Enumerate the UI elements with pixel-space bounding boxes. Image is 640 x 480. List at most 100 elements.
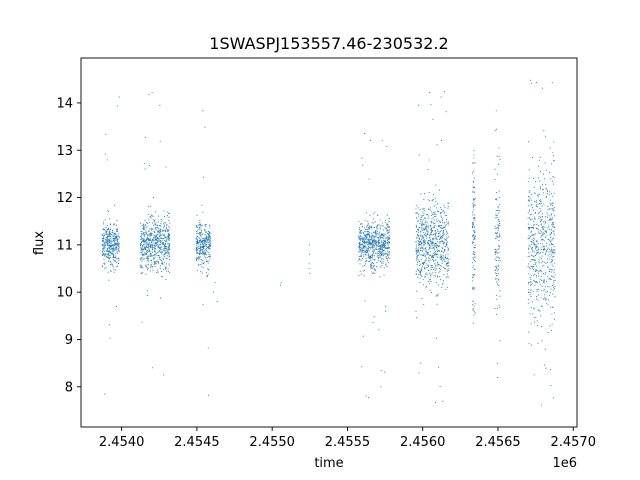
data-point [424, 217, 427, 219]
data-point [546, 303, 548, 305]
data-point [529, 237, 531, 239]
data-point [528, 227, 530, 229]
data-point [428, 191, 430, 193]
data-point [494, 237, 497, 239]
data-point [362, 242, 364, 244]
data-point [358, 239, 361, 241]
data-point [204, 126, 206, 128]
data-point [548, 294, 551, 296]
data-point [429, 233, 432, 235]
data-point [445, 234, 447, 236]
data-point [441, 228, 443, 230]
data-point [165, 236, 167, 238]
data-point [165, 278, 167, 281]
data-point [423, 253, 425, 255]
data-point [434, 245, 436, 247]
data-point [434, 263, 436, 265]
data-point [147, 247, 149, 249]
data-point [117, 265, 119, 267]
data-point [440, 237, 442, 240]
data-point [206, 240, 208, 242]
data-point [102, 248, 104, 250]
data-point [428, 244, 430, 247]
data-point [365, 247, 367, 249]
data-point [152, 251, 154, 253]
data-point [532, 249, 534, 251]
data-point [145, 265, 147, 267]
data-point [108, 257, 110, 259]
data-point [539, 310, 541, 312]
data-point [472, 241, 474, 243]
data-point [164, 234, 166, 236]
data-point [199, 250, 201, 252]
data-point [415, 247, 417, 250]
data-point [472, 252, 474, 254]
data-point [421, 228, 423, 230]
data-point [421, 225, 423, 227]
data-point [473, 226, 476, 228]
data-point [443, 266, 445, 268]
data-point [426, 251, 429, 253]
data-point [113, 260, 115, 262]
data-point [433, 222, 435, 224]
data-point [440, 241, 442, 243]
data-point [542, 279, 544, 281]
data-point [361, 254, 363, 256]
data-point [373, 245, 375, 247]
data-point [540, 271, 543, 273]
data-point [422, 278, 424, 281]
data-point [494, 168, 496, 170]
data-point [114, 239, 116, 241]
data-point [152, 228, 154, 230]
data-point [536, 224, 538, 226]
data-point [372, 240, 375, 242]
data-point [474, 238, 476, 240]
data-point [163, 374, 165, 376]
data-point [534, 284, 536, 286]
data-point [157, 261, 159, 263]
data-point [531, 344, 533, 346]
data-point [531, 241, 533, 243]
data-point [533, 259, 535, 261]
data-point [362, 254, 365, 256]
data-point [201, 253, 203, 255]
data-point [546, 231, 548, 233]
data-point [498, 155, 500, 157]
data-point [147, 236, 149, 239]
data-point [155, 261, 157, 263]
data-point [550, 306, 552, 308]
data-point [109, 260, 111, 262]
data-point [102, 248, 104, 251]
data-point [149, 216, 152, 218]
data-point [388, 229, 390, 231]
data-point [386, 214, 388, 216]
data-point [359, 243, 361, 245]
data-point [141, 241, 143, 243]
data-point [527, 205, 529, 207]
data-point [374, 239, 376, 242]
data-point [114, 224, 116, 226]
data-point [386, 145, 388, 147]
data-point [473, 246, 475, 249]
data-point [384, 242, 387, 244]
data-point [440, 259, 442, 261]
data-point [424, 273, 426, 275]
data-point [445, 218, 448, 220]
data-point [383, 233, 385, 235]
data-point [209, 240, 211, 242]
data-point [435, 268, 437, 270]
data-point [418, 247, 420, 249]
data-point [423, 241, 425, 243]
data-points [101, 79, 556, 406]
data-point [360, 250, 362, 252]
data-point [110, 245, 112, 247]
data-point [473, 314, 475, 316]
data-point [112, 234, 114, 236]
data-point [145, 243, 147, 245]
data-point [551, 254, 553, 256]
data-point [379, 253, 381, 256]
data-point [208, 260, 210, 262]
data-point [498, 190, 500, 192]
data-point [499, 224, 501, 227]
data-point [200, 259, 202, 261]
